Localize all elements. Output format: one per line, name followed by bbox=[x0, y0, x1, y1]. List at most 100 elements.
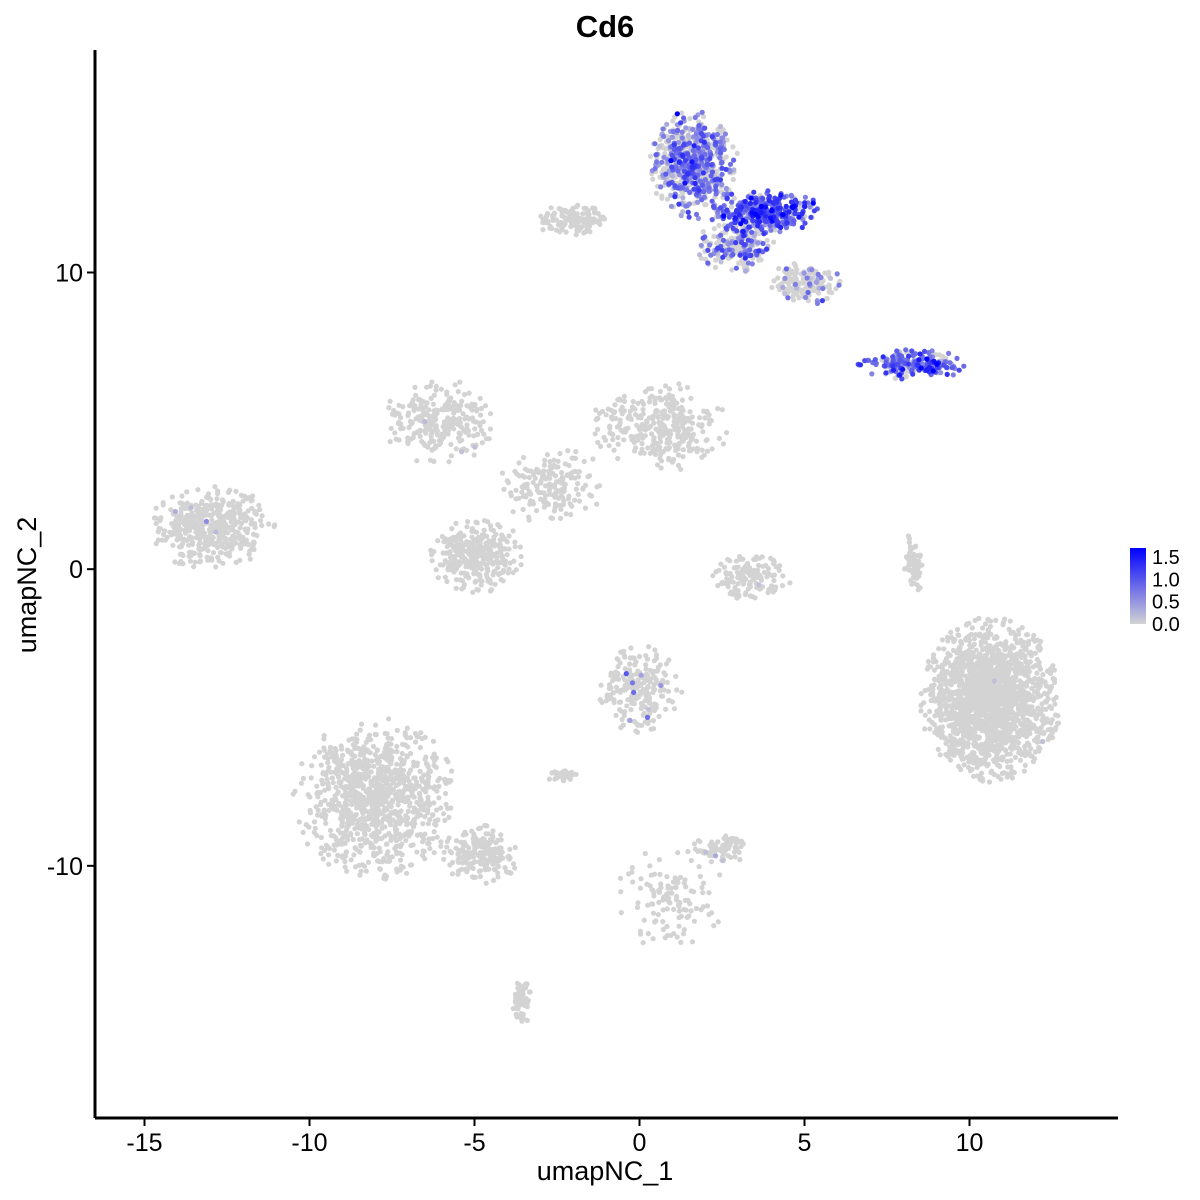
scatter-point bbox=[998, 669, 1004, 676]
scatter-point bbox=[1003, 703, 1009, 709]
scatter-point bbox=[252, 524, 258, 531]
scatter-point bbox=[435, 538, 441, 544]
scatter-point bbox=[941, 646, 947, 652]
scatter-point bbox=[985, 732, 991, 738]
scatter-point bbox=[1031, 723, 1037, 729]
scatter-point bbox=[478, 561, 484, 567]
scatter-point bbox=[251, 546, 257, 553]
scatter-point bbox=[505, 570, 511, 576]
scatter-point bbox=[1013, 717, 1019, 724]
scatter-point bbox=[716, 222, 722, 229]
scatter-point bbox=[730, 579, 736, 585]
scatter-point bbox=[988, 631, 994, 637]
scatter-point bbox=[984, 656, 990, 663]
scatter-point bbox=[928, 685, 934, 691]
scatter-point bbox=[436, 783, 442, 790]
scatter-point bbox=[210, 550, 217, 556]
scatter-point bbox=[487, 547, 493, 553]
scatter-point bbox=[979, 712, 986, 718]
scatter-point bbox=[399, 750, 405, 757]
scatter-point bbox=[160, 502, 166, 508]
scatter-point bbox=[441, 419, 448, 425]
scatter-point bbox=[413, 392, 419, 398]
scatter-point bbox=[972, 737, 979, 743]
scatter-point bbox=[1033, 662, 1039, 669]
scatter-point bbox=[554, 227, 560, 233]
scatter-point bbox=[499, 560, 505, 566]
scatter-point bbox=[1033, 715, 1039, 722]
scatter-point bbox=[618, 725, 624, 731]
scatter-point bbox=[969, 664, 975, 671]
scatter-point bbox=[405, 435, 411, 441]
scatter-point bbox=[357, 752, 363, 758]
scatter-point bbox=[679, 397, 686, 403]
scatter-point bbox=[711, 226, 717, 232]
scatter-point bbox=[386, 405, 392, 411]
scatter-point bbox=[654, 440, 660, 447]
scatter-point bbox=[950, 671, 956, 677]
scatter-point bbox=[634, 721, 640, 727]
scatter-point bbox=[1007, 618, 1013, 624]
scatter-point bbox=[320, 856, 326, 862]
scatter-point bbox=[680, 447, 687, 453]
scatter-point bbox=[1026, 704, 1032, 710]
scatter-point bbox=[256, 502, 262, 508]
scatter-point bbox=[233, 505, 239, 511]
scatter-point bbox=[950, 728, 957, 735]
scatter-point bbox=[547, 463, 553, 470]
scatter-point bbox=[630, 655, 636, 661]
scatter-point bbox=[958, 641, 965, 647]
scatter-point bbox=[616, 699, 623, 705]
scatter-point bbox=[568, 511, 574, 518]
scatter-point bbox=[613, 675, 619, 681]
scatter-point bbox=[226, 550, 232, 556]
scatter-point bbox=[971, 750, 977, 756]
scatter-point bbox=[944, 704, 950, 710]
scatter-point bbox=[475, 431, 481, 437]
scatter-point bbox=[411, 431, 417, 437]
scatter-point bbox=[657, 395, 663, 401]
scatter-point bbox=[472, 579, 478, 585]
scatter-point bbox=[195, 487, 201, 493]
scatter-point bbox=[433, 383, 439, 389]
scatter-point bbox=[1039, 706, 1046, 712]
scatter-point bbox=[464, 415, 470, 421]
scatter-point bbox=[957, 737, 963, 743]
scatter-point bbox=[720, 441, 727, 447]
scatter-point bbox=[252, 510, 258, 516]
scatter-point bbox=[232, 529, 238, 535]
scatter-point bbox=[702, 202, 708, 208]
scatter-point bbox=[431, 438, 437, 444]
scatter-point bbox=[1015, 729, 1021, 735]
scatter-point bbox=[598, 443, 604, 449]
scatter-point bbox=[674, 421, 680, 428]
scatter-point bbox=[448, 553, 454, 559]
scatter-point bbox=[441, 539, 447, 545]
scatter-point bbox=[638, 431, 644, 437]
scatter-point bbox=[533, 483, 540, 489]
scatter-point bbox=[644, 674, 650, 680]
scatter-point bbox=[642, 698, 648, 704]
scatter-point bbox=[626, 413, 633, 419]
scatter-point bbox=[685, 443, 692, 449]
scatter-point bbox=[405, 413, 411, 419]
scatter-point bbox=[994, 635, 1000, 641]
scatter-point bbox=[247, 556, 253, 562]
scatter-point bbox=[576, 498, 583, 504]
scatter-point bbox=[228, 519, 234, 525]
scatter-point bbox=[459, 398, 465, 404]
scatter-point bbox=[716, 567, 722, 573]
scatter-point bbox=[1036, 744, 1042, 751]
scatter-point bbox=[572, 497, 578, 503]
scatter-point bbox=[791, 261, 797, 267]
scatter-point bbox=[657, 137, 663, 143]
scatter-point bbox=[996, 688, 1002, 694]
scatter-point bbox=[595, 426, 601, 432]
scatter-point bbox=[927, 708, 933, 715]
scatter-point bbox=[756, 230, 762, 237]
scatter-point bbox=[969, 649, 975, 656]
scatter-point bbox=[712, 264, 719, 271]
scatter-point bbox=[988, 770, 994, 776]
scatter-point bbox=[771, 278, 777, 284]
scatter-point bbox=[502, 546, 508, 552]
